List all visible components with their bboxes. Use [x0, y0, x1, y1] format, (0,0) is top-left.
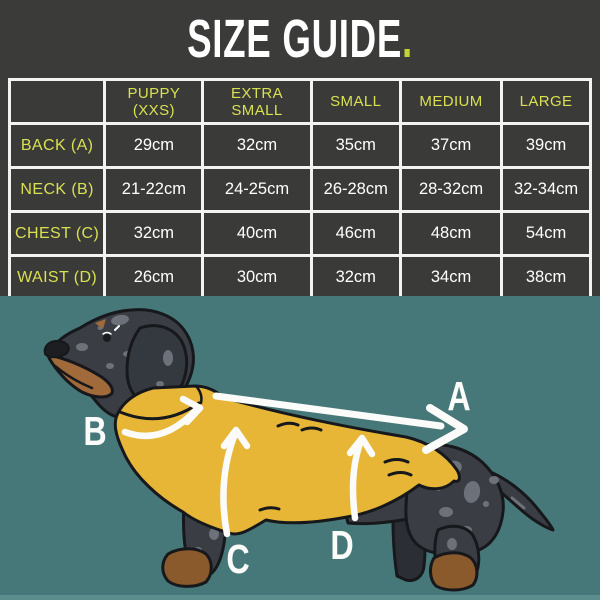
measurement-arrow-c	[220, 426, 251, 538]
size-cell: 54cm	[500, 210, 592, 257]
measurement-label-c: C	[226, 536, 249, 582]
measurement-arrow-d	[346, 434, 376, 522]
dog-front-paw	[161, 547, 213, 588]
dachshund-illustration: A B C D	[0, 296, 600, 600]
measurement-label-b: B	[83, 408, 106, 454]
measurement-diagram: A B C D	[0, 296, 600, 600]
size-cell: 32cm	[309, 254, 403, 301]
measurement-label-a: A	[447, 373, 470, 419]
dog-muzzle	[47, 353, 114, 399]
row-label-waist: WAIST (D)	[7, 254, 107, 301]
row-label-neck: NECK (B)	[7, 166, 107, 213]
table-row-waist: WAIST (D) 26cm 30cm 32cm 34cm 38cm	[7, 254, 592, 301]
page-title: SIZE GUIDE.	[187, 12, 413, 66]
table-row-chest: CHEST (C) 32cm 40cm 46cm 48cm 54cm	[7, 210, 592, 257]
size-cell: 37cm	[398, 122, 504, 169]
title-accent-dot: .	[402, 9, 413, 69]
measurement-label-d: D	[330, 522, 353, 568]
size-cell: 38cm	[500, 254, 592, 301]
measurement-arrow-b	[121, 395, 204, 440]
dog-rear-leg-near	[429, 524, 481, 592]
dog-brow-spot	[95, 319, 106, 329]
measurement-arrow-a	[212, 392, 468, 454]
size-cell: 29cm	[103, 122, 205, 169]
column-header-large: LARGE	[500, 78, 592, 125]
table-row-neck: NECK (B) 21-22cm 24-25cm 26-28cm 28-32cm…	[7, 166, 592, 213]
dog-rear-paw	[429, 551, 479, 592]
dog-coat	[113, 384, 461, 536]
size-cell: 40cm	[201, 210, 313, 257]
size-cell: 24-25cm	[201, 166, 313, 213]
bottom-edge-strip	[0, 595, 600, 600]
row-label-back: BACK (A)	[7, 122, 107, 169]
column-header-small: SMALL	[309, 78, 403, 125]
size-cell: 46cm	[309, 210, 403, 257]
size-guide-panel: SIZE GUIDE. PUPPY (XXS) EXTRA SMALL SMAL…	[0, 0, 600, 301]
column-header-puppy-xxs: PUPPY (XXS)	[103, 78, 205, 125]
header-row: PUPPY (XXS) EXTRA SMALL SMALL MEDIUM LAR…	[7, 78, 592, 125]
dog-nose	[43, 339, 70, 359]
row-label-chest: CHEST (C)	[7, 210, 107, 257]
dog-eye	[103, 334, 111, 342]
size-cell: 48cm	[398, 210, 504, 257]
size-cell: 28-32cm	[398, 166, 504, 213]
size-table: PUPPY (XXS) EXTRA SMALL SMALL MEDIUM LAR…	[7, 78, 592, 301]
table-row-back: BACK (A) 29cm 32cm 35cm 37cm 39cm	[7, 122, 592, 169]
size-cell: 26cm	[103, 254, 205, 301]
column-header-extra-small: EXTRA SMALL	[201, 78, 313, 125]
size-cell: 32-34cm	[500, 166, 592, 213]
size-cell: 26-28cm	[309, 166, 403, 213]
measurement-arrows	[121, 392, 468, 538]
page-title-text: SIZE GUIDE	[187, 9, 403, 69]
size-cell: 30cm	[201, 254, 313, 301]
column-header-medium: MEDIUM	[398, 78, 504, 125]
size-cell: 21-22cm	[103, 166, 205, 213]
size-cell: 35cm	[309, 122, 403, 169]
corner-cell	[7, 78, 107, 125]
size-cell: 32cm	[201, 122, 313, 169]
title-row: SIZE GUIDE.	[0, 0, 600, 78]
size-cell: 39cm	[500, 122, 592, 169]
size-cell: 32cm	[103, 210, 205, 257]
size-cell: 34cm	[398, 254, 504, 301]
